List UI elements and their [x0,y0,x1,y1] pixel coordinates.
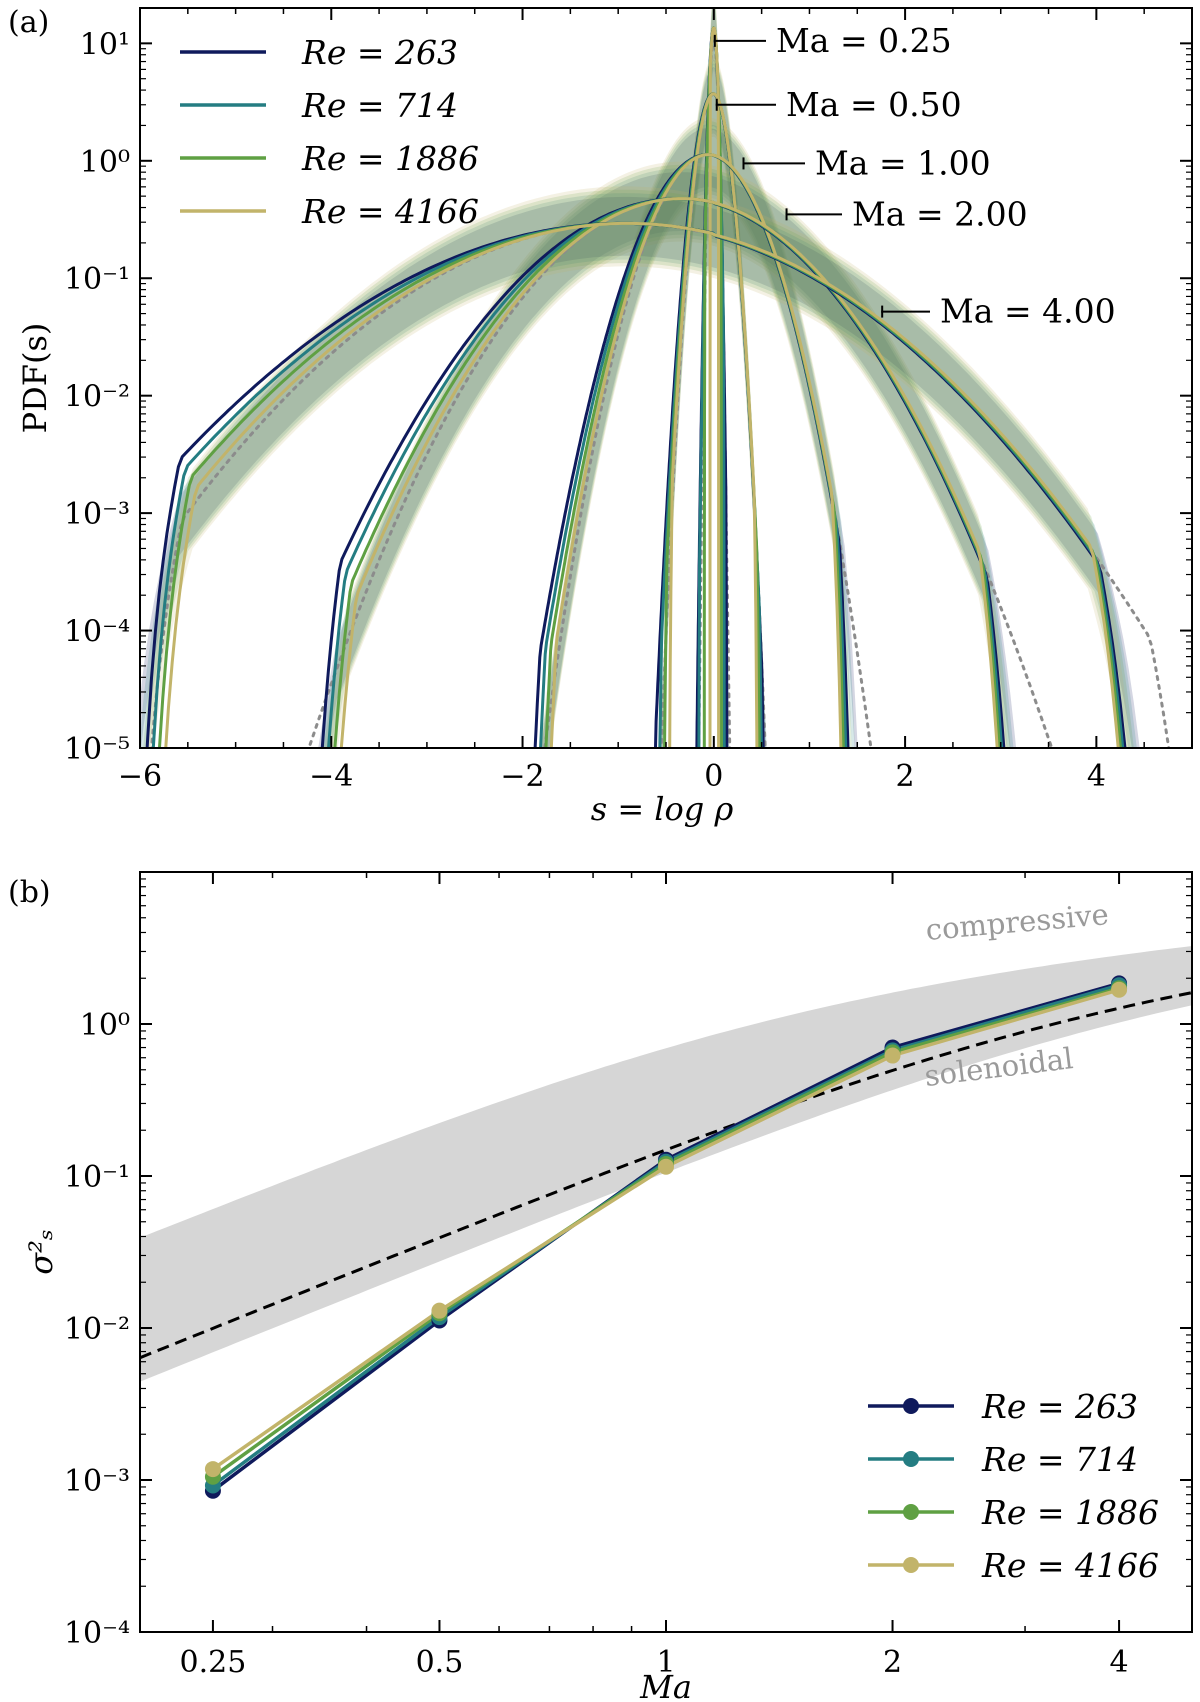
panel-a-plot-area [140,8,1171,748]
a-ytick-label: 10⁻⁴ [64,615,130,650]
b-legend-label: Re = 1886 [981,1493,1159,1532]
b-xtick-label: 0.5 [416,1645,464,1680]
b-point-re4166 [1111,981,1128,998]
a-legend-label: Re = 1886 [301,139,479,178]
a-xtick-label: −2 [500,759,544,794]
a-xtick-label: −6 [118,759,162,794]
b-point-re4166 [658,1158,674,1175]
a-xtick-label: 0 [704,759,723,794]
b-band-label-compressive: compressive [924,897,1110,947]
panel-a-ticks: −6 −4 −2 0 2 4 10¹ 10⁰ 10⁻¹ 10⁻² 10⁻³ 10⁻⁴ 10⁻⁵ [64,7,1193,794]
b-legend-label: Re = 4166 [981,1546,1159,1585]
b-legend-marker [903,1451,919,1467]
b-xtick-label: 1 [656,1645,675,1680]
a-ytick-label: 10¹ [80,27,130,62]
a-ytick-label: 10⁻⁵ [64,732,130,767]
b-ytick-label: 10⁻⁴ [64,1616,130,1651]
a-ytick-label: 10⁻¹ [64,262,130,297]
pdf-band-ma4-re714 [140,193,1137,748]
pdf-band-ma1-re714 [540,124,855,748]
b-legend-label: Re = 714 [981,1440,1138,1479]
b-ytick-label: 10⁰ [80,1008,130,1043]
b-xtick-label: 4 [1110,1645,1129,1680]
b-ytick-label: 10⁻² [64,1312,130,1347]
panel-a-x-label: s = log ρ [591,790,734,828]
a-legend-label: Re = 4166 [301,192,479,231]
b-xtick-label: 2 [883,1645,902,1680]
a-legend-label: Re = 714 [301,86,458,125]
pdf-line-ma1-re4166 [549,153,843,748]
a-annotation-label: Ma = 0.25 [776,21,952,60]
panel-b-marks [140,946,1192,1499]
panel-a-label: (a) [8,5,49,40]
pdf-band-ma1-re1886 [539,120,852,748]
a-xtick-label: −4 [309,759,353,794]
a-xtick-label: 2 [896,759,915,794]
a-legend-label: Re = 263 [301,33,458,72]
panel-a-annotations: Ma = 0.25 Ma = 0.50 Ma = 1.00 Ma = 2.00 Ma =… [713,21,1116,331]
a-xtick-label: 4 [1087,759,1106,794]
b-legend-marker [903,1504,919,1520]
b-ytick-label: 10⁻¹ [64,1160,130,1195]
b-point-re4166 [884,1047,901,1064]
a-annotation-label: Ma = 0.50 [786,85,962,124]
panel-b-legend: Re = 263 Re = 714 Re = 1886 Re = 4166 [868,1387,1159,1585]
pdf-line-ma0.25-re4166 [708,26,721,748]
b-legend-marker [903,1398,919,1414]
pdf-band-ma2-re4166 [326,161,1008,748]
panel-a-y-label: PDF(s) [16,323,54,434]
pdf-line-ma0.5-re4166 [668,92,759,748]
panel-b-y-label: σ²ₛ [22,1229,60,1274]
pdf-line-ma2-re4166 [339,197,999,748]
b-legend-label: Re = 263 [981,1387,1138,1426]
pdf-band-ma1-re263 [541,128,858,748]
b-dashed-curve [140,991,1192,1360]
panel-b-x-label: Ma [639,1668,692,1702]
a-ytick-label: 10⁻³ [64,497,130,532]
panel-a-marks [140,8,1171,748]
b-point-re4166 [204,1461,221,1478]
a-ytick-label: 10⁻² [64,380,130,415]
panel-a: (a) −6 −4 −2 0 2 410¹10⁰10⁻¹10⁻²10⁻³10⁻⁴10⁻⁵ … [8,5,1193,828]
pdf-band-ma1-re4166 [541,117,849,748]
panel-b-plot-area [140,946,1192,1499]
a-ytick-label: 10⁰ [80,145,130,180]
a-annotation-label: Ma = 1.00 [815,143,991,182]
panel-a-legend: Re = 263 Re = 714 Re = 1886 Re = 4166 [180,33,479,231]
pdf-line-ma4-re4166 [164,221,1120,748]
b-legend-marker [903,1557,919,1573]
panel-b-label: (b) [8,875,51,910]
pdf-band-ma4-re263 [140,196,1140,748]
a-annotation-label: Ma = 2.00 [852,194,1028,233]
b-point-re4166 [431,1302,448,1319]
b-xtick-label: 0.25 [180,1645,247,1680]
b-ytick-label: 10⁻³ [64,1464,130,1499]
a-annotation-label: Ma = 4.00 [940,292,1116,331]
